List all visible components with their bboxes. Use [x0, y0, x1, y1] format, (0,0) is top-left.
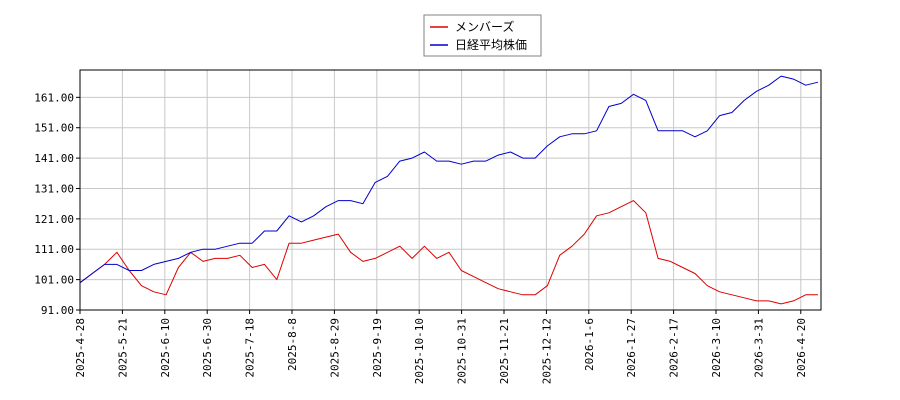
x-tick-label: 2025-12-12 — [540, 318, 553, 384]
x-tick-label: 2026-1-27 — [625, 318, 638, 378]
legend-box — [423, 14, 542, 57]
x-tick-label: 2025-10-31 — [456, 318, 469, 384]
x-tick-label: 2025-7-18 — [244, 318, 257, 378]
y-tick-label: 131.00 — [34, 182, 74, 195]
x-tick-label: 2025-9-19 — [371, 318, 384, 378]
x-tick-label: 2025-8-29 — [328, 318, 341, 378]
x-tick-label: 2026-3-10 — [710, 318, 723, 378]
x-axis: 2025-4-28 2025-5-21 2025-6-10 2025-6-30 2025… — [74, 310, 808, 384]
y-tick-label: 151.00 — [34, 122, 74, 135]
legend-label-nikkei: 日経平均株価 — [455, 37, 527, 52]
x-tick-label: 2025-6-10 — [159, 318, 172, 378]
x-tick-label: 2025-4-28 — [74, 318, 87, 378]
series-line-1 — [79, 75, 819, 284]
x-tick-label: 2025-10-10 — [413, 318, 426, 384]
x-tick-label: 2025-11-21 — [498, 318, 511, 384]
grid — [79, 70, 821, 311]
x-tick-label: 2025-5-21 — [116, 318, 129, 378]
y-tick-label: 111.00 — [34, 243, 74, 256]
y-tick-label: 161.00 — [34, 91, 74, 104]
legend: メンバーズ 日経平均株価 — [423, 14, 542, 57]
y-axis: 91.00 101.00 111.00 121.00 131.00 141.00 151.0… — [34, 91, 80, 317]
x-tick-label: 2026-2-17 — [668, 318, 681, 378]
y-tick-label: 121.00 — [34, 213, 74, 226]
y-tick-label: 101.00 — [34, 274, 74, 287]
x-tick-label: 2025-8-8 — [286, 318, 299, 371]
series-lines — [79, 75, 819, 305]
x-tick-label: 2025-6-30 — [201, 318, 214, 378]
series-line-0 — [79, 200, 818, 305]
legend-label-members: メンバーズ — [455, 19, 514, 34]
x-tick-label: 2026-1-6 — [583, 318, 596, 371]
y-tick-label: 91.00 — [41, 304, 74, 317]
y-tick-label: 141.00 — [34, 152, 74, 165]
x-tick-label: 2026-3-31 — [752, 318, 765, 378]
x-tick-label: 2026-4-20 — [795, 318, 808, 378]
plot-frame — [79, 69, 822, 311]
